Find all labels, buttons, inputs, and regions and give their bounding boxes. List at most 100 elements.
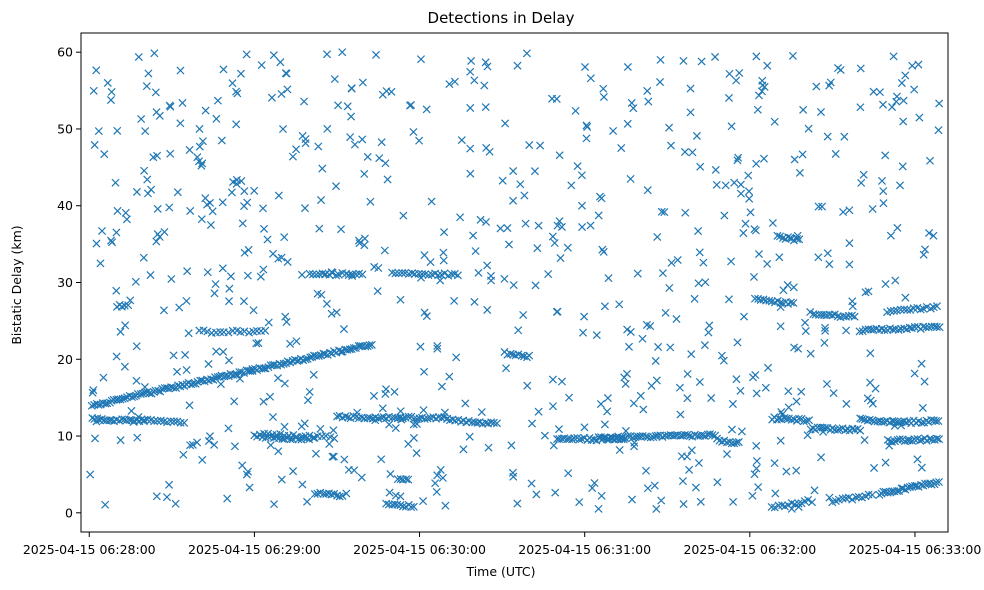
data-point <box>814 202 823 211</box>
data-point <box>404 475 413 484</box>
data-point <box>274 191 283 200</box>
data-point <box>391 491 400 500</box>
data-point <box>230 442 239 451</box>
data-point <box>159 306 168 315</box>
data-point <box>305 431 314 440</box>
data-point <box>523 381 532 390</box>
data-point <box>396 295 405 304</box>
data-point <box>885 441 894 450</box>
x-axis-label: Time (UTC) <box>465 564 535 579</box>
y-tick-label: 20 <box>57 352 73 367</box>
data-point <box>264 432 273 441</box>
data-point <box>470 76 479 85</box>
data-point <box>666 343 675 352</box>
data-point <box>794 502 803 512</box>
data-point <box>171 499 180 508</box>
data-point <box>280 379 289 388</box>
data-point <box>140 166 149 175</box>
data-point <box>236 69 245 78</box>
data-point <box>385 420 394 429</box>
data-point <box>642 320 651 329</box>
data-point <box>586 74 595 83</box>
data-point <box>97 226 107 236</box>
data-point <box>226 272 235 281</box>
data-point <box>452 353 461 362</box>
data-point <box>360 234 369 243</box>
data-point <box>676 410 685 419</box>
data-point <box>457 136 466 145</box>
data-point <box>778 501 787 510</box>
data-point <box>465 432 474 441</box>
data-point <box>453 271 462 280</box>
data-point <box>121 208 130 217</box>
data-point <box>205 432 214 441</box>
data-point <box>752 441 761 450</box>
data-point <box>112 286 121 295</box>
data-point <box>438 473 447 482</box>
data-point <box>917 359 926 368</box>
data-point <box>280 422 289 431</box>
data-point <box>828 424 837 433</box>
data-point <box>722 438 731 447</box>
data-point <box>303 497 312 506</box>
data-point <box>412 449 421 458</box>
data-point <box>913 455 922 464</box>
data-point <box>297 270 306 279</box>
data-point <box>893 223 902 232</box>
data-point <box>213 96 222 105</box>
data-point <box>420 308 429 317</box>
y-tick-label: 40 <box>57 198 73 213</box>
data-point <box>252 339 261 348</box>
data-point <box>857 178 866 187</box>
data-point <box>724 295 733 304</box>
data-point <box>203 268 212 277</box>
data-point <box>805 416 814 425</box>
data-point <box>140 382 149 392</box>
data-point <box>204 436 213 445</box>
data-point <box>754 250 764 259</box>
data-point <box>208 207 217 216</box>
data-point <box>152 237 161 246</box>
data-point <box>823 132 832 141</box>
data-point <box>810 486 819 495</box>
data-point <box>503 224 512 233</box>
data-point <box>897 79 906 88</box>
data-point <box>916 305 925 314</box>
data-point <box>897 421 906 430</box>
data-point <box>615 445 624 455</box>
data-point <box>599 92 608 102</box>
data-point <box>865 415 874 424</box>
data-point <box>675 383 684 392</box>
data-point <box>557 222 566 231</box>
data-point <box>204 359 213 369</box>
data-point <box>380 246 389 255</box>
data-point <box>409 502 418 511</box>
data-point <box>398 268 407 277</box>
data-point <box>409 420 418 429</box>
data-point <box>337 347 346 356</box>
data-point <box>679 56 688 65</box>
data-point <box>833 425 842 434</box>
data-point <box>193 438 202 447</box>
data-point <box>681 208 690 217</box>
data-point <box>245 483 254 492</box>
data-point <box>820 323 830 332</box>
data-point <box>111 178 120 187</box>
data-point <box>845 239 854 248</box>
data-point <box>277 360 286 369</box>
data-point <box>433 341 442 351</box>
data-point <box>205 198 215 207</box>
data-point <box>268 413 277 422</box>
data-point <box>264 429 273 438</box>
data-point <box>281 312 290 321</box>
data-point <box>627 98 636 107</box>
data-point <box>440 269 449 278</box>
data-point <box>639 405 648 414</box>
data-point <box>165 203 174 212</box>
data-point <box>94 127 103 136</box>
data-point <box>866 349 875 358</box>
data-point <box>687 446 696 455</box>
data-point <box>531 281 540 290</box>
data-point <box>459 445 468 454</box>
data-point <box>139 253 148 262</box>
